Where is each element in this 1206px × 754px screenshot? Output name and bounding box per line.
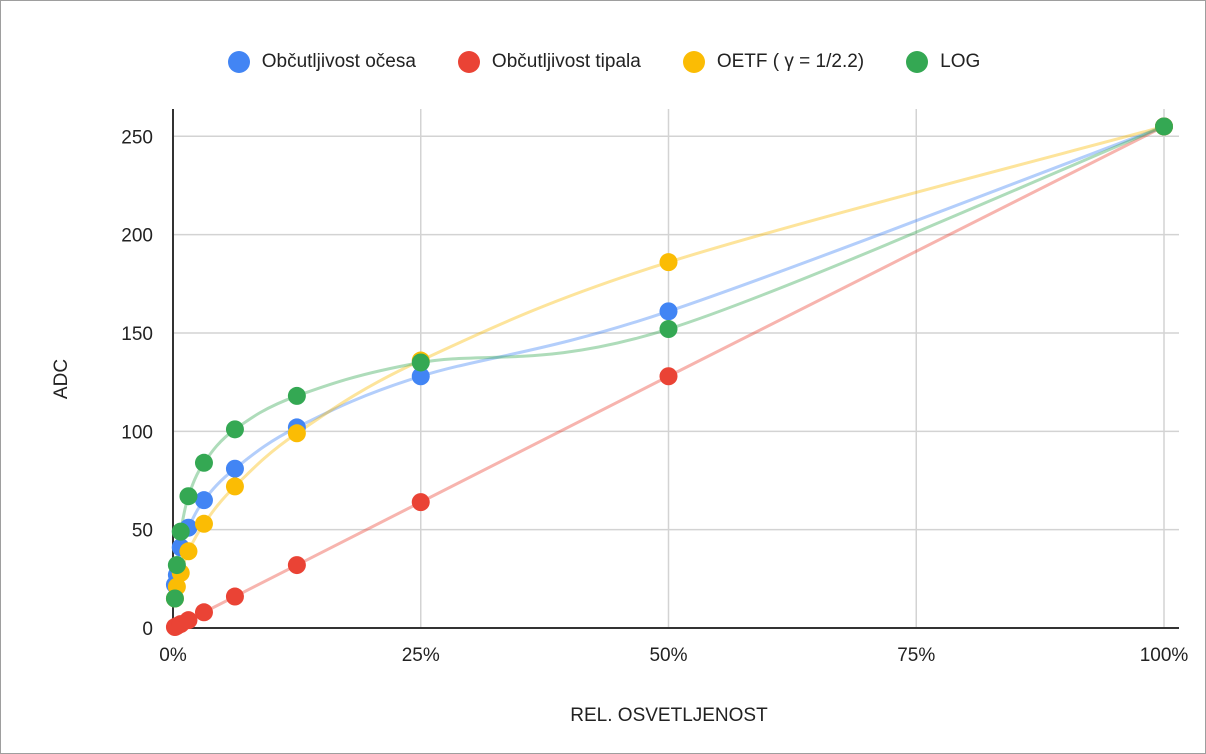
series-1-point [411, 367, 430, 386]
y-tick-label: 250 [121, 127, 153, 148]
series-1-point [659, 302, 678, 321]
series-3-point [287, 424, 306, 443]
series-4-point [165, 589, 184, 608]
legend-item-2: Občutljivost tipala [457, 51, 641, 73]
series-3-point [194, 514, 213, 533]
x-tick-label: 100% [1140, 645, 1189, 666]
x-tick-label: 75% [897, 645, 935, 666]
legend-item-1: Občutljivost očesa [227, 51, 416, 73]
x-tick-label: 25% [402, 645, 440, 666]
series-line-3 [173, 124, 1166, 600]
legend-item-3: OETF ( γ = 1/2.2) [682, 51, 865, 73]
legend-label: Občutljivost tipala [491, 51, 641, 72]
legend-label: OETF ( γ = 1/2.2) [716, 51, 865, 72]
series-4-point [171, 522, 190, 541]
legend-swatch [906, 51, 929, 73]
legend-item-4: LOG [906, 51, 980, 73]
legend-swatch [682, 51, 705, 73]
x-tick-label: 0% [159, 645, 187, 666]
series-4-point [1155, 117, 1173, 136]
series-2-point [659, 367, 678, 386]
series-4-point [659, 320, 678, 339]
series-4-point [194, 453, 213, 472]
series-3-point [225, 477, 244, 496]
y-tick-label: 0 [142, 619, 153, 640]
y-axis-title: ADC [51, 359, 72, 399]
legend-swatch [227, 51, 250, 73]
series-2-point [287, 556, 306, 575]
series-2-point [179, 611, 198, 630]
series-line-4 [173, 124, 1166, 600]
series-4-point [225, 420, 244, 439]
series-3-point [659, 253, 678, 272]
series-2-point [194, 603, 213, 622]
series-4-point [179, 487, 198, 506]
series-3-point [179, 542, 198, 561]
legend-label: Občutljivost očesa [261, 51, 416, 72]
y-tick-label: 150 [121, 324, 153, 345]
series-2-point [225, 587, 244, 606]
x-axis-title: REL. OSVETLJENOST [570, 705, 768, 726]
y-tick-label: 100 [121, 422, 153, 443]
series-4-point [411, 353, 430, 372]
series-1-point [194, 491, 213, 510]
series-1-point [225, 459, 244, 478]
y-tick-label: 50 [132, 521, 153, 542]
legend-swatch [457, 51, 480, 73]
series-line-1 [173, 124, 1166, 587]
series-4-point [287, 386, 306, 405]
x-tick-label: 50% [649, 645, 687, 666]
legend: Občutljivost očesa Občutljivost tipala OET… [1, 45, 1206, 79]
series-4-point [167, 556, 186, 575]
y-tick-label: 200 [121, 226, 153, 247]
series-2-point [411, 493, 430, 512]
legend-label: LOG [940, 51, 981, 72]
